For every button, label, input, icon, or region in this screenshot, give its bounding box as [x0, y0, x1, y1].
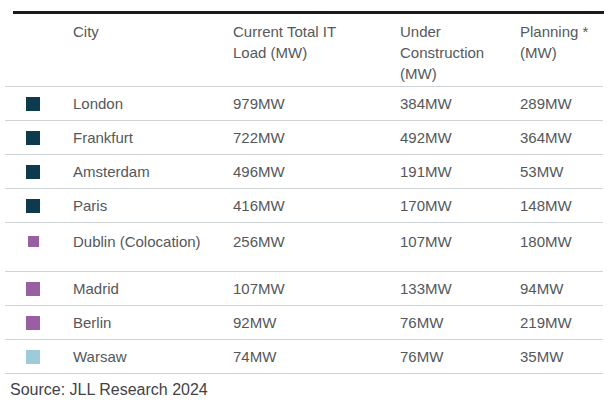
city-color-marker-icon — [26, 165, 40, 179]
marker-cell — [26, 131, 73, 145]
planning-value: 148MW — [520, 197, 603, 214]
city-name: London — [73, 95, 233, 112]
table-row: Amsterdam 496MW 191MW 53MW — [5, 154, 603, 188]
city-color-marker-icon — [26, 282, 40, 296]
city-name: Paris — [73, 197, 233, 214]
under-construction-value: 107MW — [400, 233, 520, 250]
table-row: Frankfurt 722MW 492MW 364MW — [5, 120, 603, 154]
planning-value: 364MW — [520, 129, 603, 146]
current-total-value: 979MW — [233, 95, 400, 112]
source-note: Source: JLL Research 2024 — [10, 381, 208, 399]
table-row: Berlin 92MW 76MW 219MW — [5, 305, 603, 339]
header-marker-column — [26, 14, 73, 86]
data-center-table-figure: City Current Total IT Load (MW) Under Co… — [0, 0, 615, 410]
planning-value: 94MW — [520, 280, 603, 297]
under-construction-value: 384MW — [400, 95, 520, 112]
current-total-value: 416MW — [233, 197, 400, 214]
current-total-value: 92MW — [233, 314, 400, 331]
table-row: Dublin (Colocation) 256MW 107MW 180MW — [5, 222, 603, 271]
data-table: City Current Total IT Load (MW) Under Co… — [5, 14, 603, 374]
current-total-value: 256MW — [233, 233, 400, 250]
planning-value: 289MW — [520, 95, 603, 112]
header-city-label: City — [73, 21, 99, 42]
city-color-marker-icon — [26, 199, 40, 213]
table-header-row: City Current Total IT Load (MW) Under Co… — [5, 14, 603, 86]
current-total-value: 722MW — [233, 129, 400, 146]
table-row: Madrid 107MW 133MW 94MW — [5, 271, 603, 305]
city-name: Warsaw — [73, 348, 233, 365]
planning-value: 35MW — [520, 348, 603, 365]
planning-value: 180MW — [520, 233, 603, 250]
marker-cell — [26, 350, 73, 364]
header-under-construction-label: Under Construction (MW) — [400, 21, 500, 84]
under-construction-value: 76MW — [400, 348, 520, 365]
city-name: Frankfurt — [73, 129, 233, 146]
current-total-value: 496MW — [233, 163, 400, 180]
city-color-marker-icon — [26, 131, 40, 145]
planning-value: 53MW — [520, 163, 603, 180]
current-total-value: 74MW — [233, 348, 400, 365]
marker-cell — [26, 165, 73, 179]
marker-cell — [26, 282, 73, 296]
table-row: Paris 416MW 170MW 148MW — [5, 188, 603, 222]
city-color-marker-icon — [28, 236, 39, 247]
under-construction-value: 133MW — [400, 280, 520, 297]
city-name: Madrid — [73, 280, 233, 297]
under-construction-value: 170MW — [400, 197, 520, 214]
city-color-marker-icon — [26, 350, 40, 364]
header-current-total: Current Total IT Load (MW) — [233, 14, 400, 86]
under-construction-value: 76MW — [400, 314, 520, 331]
under-construction-value: 191MW — [400, 163, 520, 180]
header-city: City — [73, 14, 233, 86]
marker-cell — [26, 199, 73, 213]
header-under-construction: Under Construction (MW) — [400, 14, 520, 86]
city-color-marker-icon — [26, 316, 40, 330]
header-current-total-label: Current Total IT Load (MW) — [233, 21, 358, 63]
city-color-marker-icon — [26, 97, 40, 111]
footer-rule — [5, 373, 603, 374]
marker-cell — [26, 97, 73, 111]
header-planning: Planning * (MW) — [520, 14, 603, 86]
city-name: Berlin — [73, 314, 233, 331]
table-body: London 979MW 384MW 289MW Frankfurt 722MW… — [5, 86, 603, 373]
marker-cell — [26, 316, 73, 330]
table-row: Warsaw 74MW 76MW 35MW — [5, 339, 603, 373]
planning-value: 219MW — [520, 314, 603, 331]
city-name: Amsterdam — [73, 163, 233, 180]
header-planning-label: Planning * (MW) — [520, 21, 598, 63]
current-total-value: 107MW — [233, 280, 400, 297]
marker-cell — [26, 236, 73, 247]
table-row: London 979MW 384MW 289MW — [5, 86, 603, 120]
under-construction-value: 492MW — [400, 129, 520, 146]
city-name: Dublin (Colocation) — [73, 233, 233, 250]
